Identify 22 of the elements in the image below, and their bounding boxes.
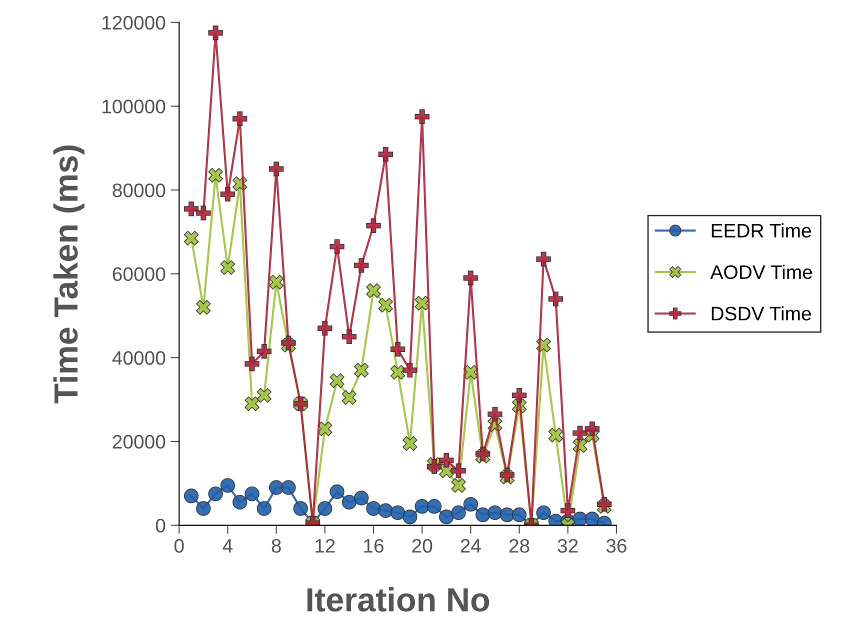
y-tick-label: 60000 [112, 267, 166, 282]
x-tick-label: 36 [606, 538, 626, 553]
y-axis-title: Time Taken (ms) [53, 145, 84, 404]
x-tick-label: 12 [316, 538, 335, 553]
x-tick-label: 0 [174, 538, 184, 553]
x-tick-label: 20 [412, 538, 432, 553]
x-tick-label: 8 [272, 538, 281, 553]
x-tick-label: 24 [460, 538, 481, 553]
y-tick-label: 100000 [102, 100, 166, 114]
y-tick-label: 20000 [112, 434, 166, 449]
x-tick-label: 32 [558, 538, 578, 553]
x-tick-label: 16 [364, 538, 384, 553]
y-tick-label: 80000 [112, 183, 166, 198]
legend-label: EEDR Time [712, 223, 811, 238]
y-tick-label: 40000 [112, 351, 166, 365]
y-tick-label: 0 [156, 518, 166, 532]
x-tick-label: 4 [222, 539, 233, 553]
legend-label: DSDV Time [712, 306, 811, 320]
legend-label: AODV Time [710, 264, 812, 280]
x-tick-label: 28 [509, 538, 530, 553]
x-axis-title: Iteration No [307, 587, 490, 612]
y-tick-label: 120000 [102, 16, 166, 30]
